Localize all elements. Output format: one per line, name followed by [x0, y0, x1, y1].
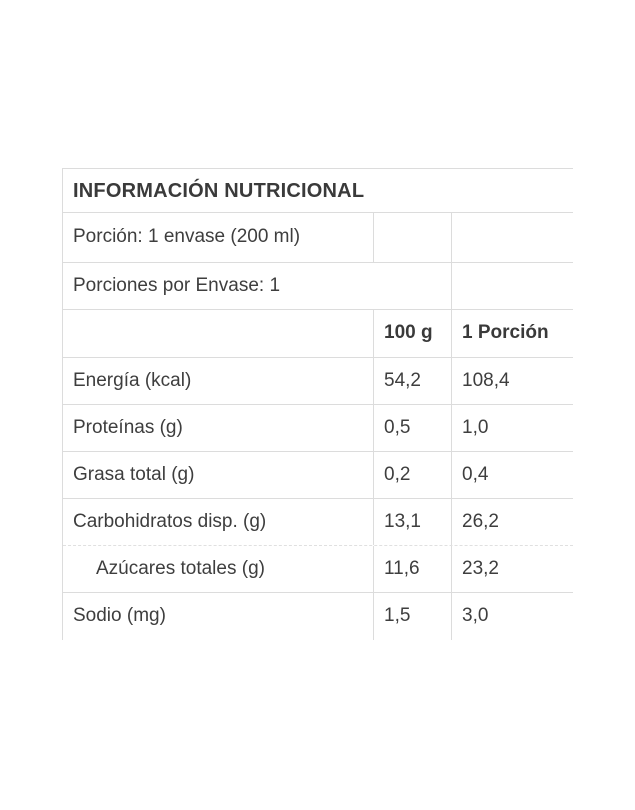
nutrient-value-portion: 108,4 — [451, 358, 573, 404]
table-title: INFORMACIÓN NUTRICIONAL — [73, 179, 365, 202]
column-header-portion: 1 Porción — [451, 310, 573, 357]
nutrient-row-proteinas: Proteínas (g) 0,5 1,0 — [63, 405, 573, 452]
column-header-100g: 100 g — [373, 310, 451, 357]
nutrient-label: Energía (kcal) — [73, 369, 192, 391]
servings-per-container-text: Porciones por Envase: 1 — [73, 274, 281, 296]
nutrient-value-100g: 11,6 — [373, 546, 451, 592]
nutrient-value-portion: 23,2 — [451, 546, 573, 592]
nutrient-label: Grasa total (g) — [73, 463, 195, 485]
nutrient-value-portion: 1,0 — [451, 405, 573, 451]
nutrient-label: Carbohidratos disp. (g) — [73, 510, 267, 532]
servings-empty-cell — [451, 263, 573, 309]
nutrient-value-100g: 1,5 — [373, 593, 451, 640]
nutrient-value-100g: 13,1 — [373, 499, 451, 545]
nutrient-row-grasa-total: Grasa total (g) 0,2 0,4 — [63, 452, 573, 499]
nutrient-row-sodio: Sodio (mg) 1,5 3,0 — [63, 593, 573, 640]
column-header-empty-cell — [63, 310, 373, 357]
column-header-row: 100 g 1 Porción — [63, 310, 573, 358]
nutrient-label: Sodio (mg) — [73, 605, 166, 627]
nutrient-value-100g: 54,2 — [373, 358, 451, 404]
serving-size-empty-cell-1 — [373, 213, 451, 262]
table-title-row: INFORMACIÓN NUTRICIONAL — [63, 169, 573, 213]
nutrient-value-portion: 0,4 — [451, 452, 573, 498]
nutrition-facts-table: INFORMACIÓN NUTRICIONAL Porción: 1 envas… — [62, 168, 573, 640]
nutrient-row-azucares-totales: Azúcares totales (g) 11,6 23,2 — [63, 546, 573, 593]
nutrient-row-carbohidratos: Carbohidratos disp. (g) 13,1 26,2 — [63, 499, 573, 546]
nutrient-label: Proteínas (g) — [73, 416, 183, 438]
nutrient-label: Azúcares totales (g) — [96, 557, 265, 579]
nutrient-value-portion: 26,2 — [451, 499, 573, 545]
nutrient-value-portion: 3,0 — [451, 593, 573, 640]
nutrient-value-100g: 0,5 — [373, 405, 451, 451]
nutrient-value-100g: 0,2 — [373, 452, 451, 498]
serving-size-row: Porción: 1 envase (200 ml) — [63, 213, 573, 263]
serving-size-empty-cell-2 — [451, 213, 573, 262]
serving-size-text: Porción: 1 envase (200 ml) — [73, 226, 301, 248]
servings-per-container-row: Porciones por Envase: 1 — [63, 263, 573, 310]
nutrient-row-energia: Energía (kcal) 54,2 108,4 — [63, 358, 573, 405]
